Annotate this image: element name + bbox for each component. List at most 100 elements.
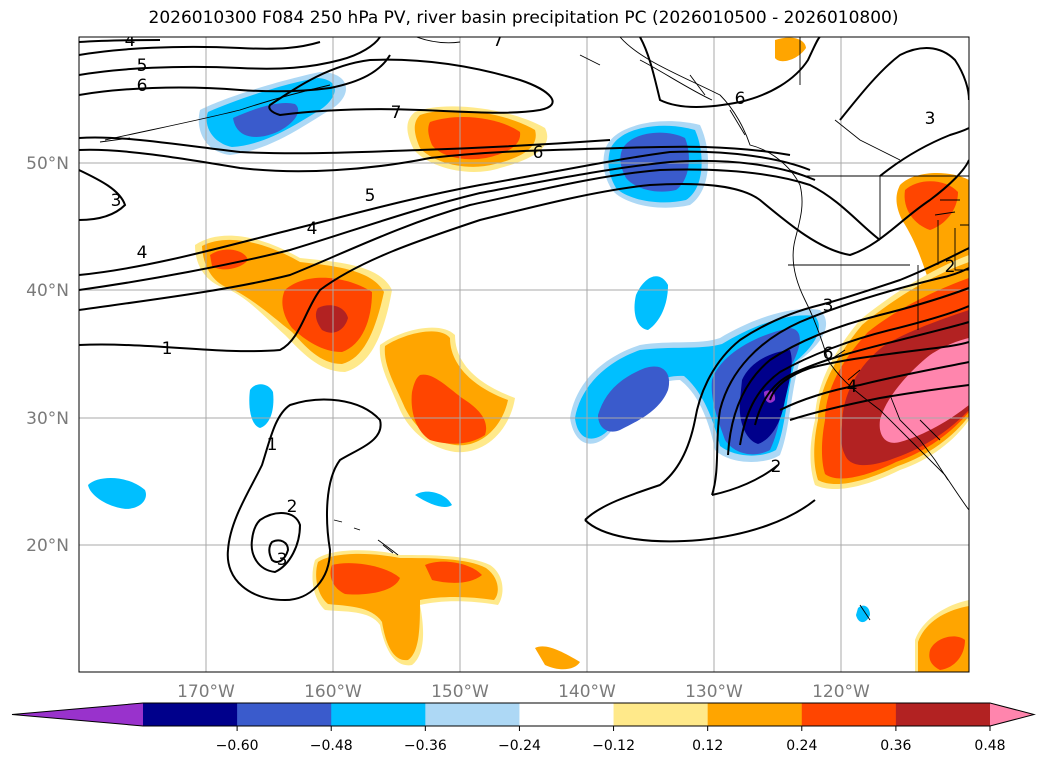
pos-anomaly-south-band-core (330, 563, 400, 595)
contour-label: 1 (267, 435, 278, 455)
colorbar-segment (331, 703, 426, 726)
pv-contour-28 (789, 384, 969, 421)
pv-contour-12 (79, 169, 127, 221)
contour-label: 6 (823, 344, 834, 364)
colorbar: −0.60 −0.48 −0.36 −0.24 −0.12 0.12 0.24 0.36 0.4… (11, 702, 1036, 754)
neg-anomaly-far-west (88, 478, 146, 509)
lon-tick-label: 130°W (685, 682, 743, 702)
pv-contour-25 (754, 321, 969, 426)
pos-anomaly-south-band-core2 (425, 561, 482, 583)
lon-axis: 170°W 160°W 150°W 140°W 130°W 120°W (177, 682, 870, 702)
pv-contour-7 (268, 58, 554, 117)
neg-anomaly-mexico-small (856, 605, 870, 623)
pv-contours (79, 37, 969, 602)
contour-label: 6 (735, 89, 746, 109)
contour-label: 4 (307, 219, 318, 239)
pv-contour-16 (226, 398, 382, 602)
pv-contour-5 (79, 145, 791, 173)
lon-tick-label: 120°W (812, 682, 870, 702)
map-title: 2026010300 F084 250 hPa PV, river basin … (148, 8, 899, 28)
pos-anomaly-subtropical-west-peak (315, 305, 348, 333)
contour-label: 1 (162, 339, 173, 359)
pv-contour-27 (779, 361, 969, 411)
pv-contour-13 (639, 37, 821, 108)
plot-frame (78, 36, 970, 673)
contour-label: 3 (823, 296, 834, 316)
colorbar-segment (425, 703, 520, 726)
colorbar-segment (707, 703, 803, 726)
pv-contour-9 (79, 37, 381, 76)
colorbar-segment (895, 703, 991, 726)
colorbar-tick-label: 0.48 (974, 738, 1005, 754)
pv-contour-15 (879, 127, 969, 177)
pv-contour-11 (79, 39, 161, 43)
contour-label: 3 (277, 550, 288, 570)
pos-anomaly-south-small (535, 646, 580, 670)
pos-anomaly-small-red (210, 249, 248, 270)
contour-label: 7 (391, 103, 402, 123)
lon-tick-label: 140°W (558, 682, 616, 702)
pv-contour-19 (584, 247, 969, 521)
lon-tick-label: 150°W (431, 682, 489, 702)
neg-anomaly-hawaii-small (415, 491, 452, 507)
contour-label: 2 (945, 257, 956, 277)
colorbar-tick-label: −0.60 (216, 738, 259, 754)
colorbar-segment (519, 703, 615, 726)
lat-axis: 50°N 40°N 30°N 20°N (26, 154, 69, 556)
pv-contour-26 (769, 341, 969, 401)
pos-anomaly-central-core (411, 374, 487, 444)
neg-anomaly-hawaii-west (249, 384, 274, 428)
graticule (79, 37, 969, 672)
contour-label: 5 (365, 186, 376, 206)
colorbar-segment (613, 703, 709, 726)
contour-label: 3 (111, 191, 122, 211)
neg-anomaly-subtropical-east-core (598, 366, 670, 432)
pv-contour-1 (79, 159, 969, 353)
lon-tick-label: 170°W (177, 682, 235, 702)
lat-tick-label: 20°N (26, 536, 69, 556)
contour-label: 6 (137, 76, 148, 96)
pv-contour-23 (727, 287, 969, 456)
contour-label: 2 (287, 497, 298, 517)
colorbar-segment (143, 703, 238, 726)
lat-tick-label: 50°N (26, 154, 69, 174)
colorbar-tick-label: −0.12 (592, 738, 635, 754)
colorbar-tick-label: −0.24 (498, 738, 541, 754)
contour-labels: 4 5 6 7 7 6 6 3 3 5 4 4 1 3 6 4 1 2 3 2 … (111, 31, 956, 570)
pv-contour-3 (79, 159, 816, 291)
contour-label: 4 (125, 31, 136, 51)
colorbar-segment (237, 703, 332, 726)
colorbar-tick-label: −0.48 (310, 738, 353, 754)
colorbar-outline (11, 702, 1036, 727)
pv-contour-17 (250, 512, 302, 574)
pos-anomaly-top (775, 37, 806, 62)
colorbar-segment (801, 703, 897, 726)
contour-label: 3 (925, 109, 936, 129)
pv-contour-8 (79, 54, 391, 96)
pos-anomaly-interior-core (904, 181, 958, 230)
pv-contour-21 (711, 267, 969, 496)
pv-contour-22 (711, 464, 779, 496)
contour-label: 2 (771, 457, 782, 477)
colorbar-extend-min (12, 703, 143, 726)
lat-tick-label: 30°N (26, 409, 69, 429)
colorbar-tick-label: 0.24 (786, 738, 817, 754)
lon-tick-label: 160°W (304, 682, 362, 702)
pv-contour-2 (79, 168, 881, 311)
pv-contour-4 (79, 150, 811, 276)
pv-contour-14 (839, 47, 969, 121)
pos-anomaly-mexico-core (929, 636, 965, 670)
neg-anomaly-aleutian-core (233, 102, 299, 137)
colorbar-extend-max (990, 703, 1034, 726)
contour-label: 6 (533, 143, 544, 163)
pv-contour-24 (739, 305, 969, 446)
pv-contour-10 (79, 41, 321, 56)
colorbar-tick-label: −0.36 (404, 738, 447, 754)
colorbar-tick-label: 0.36 (880, 738, 911, 754)
pv-contour-18 (268, 539, 290, 563)
contour-label: 5 (137, 56, 148, 76)
pv-contour-20 (584, 499, 816, 543)
pv-contour-6 (79, 136, 611, 155)
lat-tick-label: 40°N (26, 281, 69, 301)
contour-label: 4 (137, 243, 148, 263)
